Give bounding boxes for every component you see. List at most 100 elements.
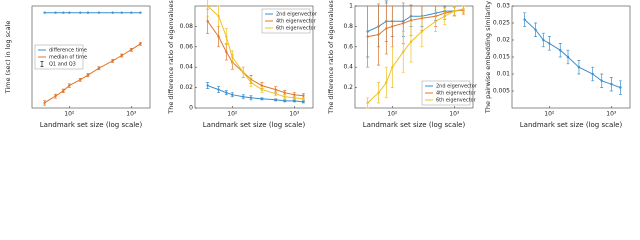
y-axis-label: The difference ratio of eigenvalues xyxy=(167,0,175,115)
y-tick-label: 0.005 xyxy=(493,88,510,95)
data-point xyxy=(54,94,57,98)
data-point xyxy=(366,101,369,105)
data-point xyxy=(391,25,394,28)
legend-label: difference time xyxy=(49,48,87,54)
plot-frame xyxy=(354,5,474,109)
data-point xyxy=(409,40,413,43)
data-point xyxy=(43,101,46,104)
x-tick-label: 10² xyxy=(64,111,75,118)
x-axis-label: Landmark set size (log scale) xyxy=(203,121,306,129)
data-point xyxy=(79,11,82,14)
data-point xyxy=(242,71,245,74)
data-point xyxy=(610,83,613,86)
data-point xyxy=(139,11,142,14)
data-point xyxy=(231,55,234,59)
data-point xyxy=(260,84,264,87)
data-point xyxy=(242,95,245,98)
data-point xyxy=(86,11,90,14)
data-point xyxy=(139,42,142,46)
data-point xyxy=(302,97,305,101)
y-tick-label: 0.4 xyxy=(343,64,353,71)
data-point xyxy=(293,99,296,103)
y-tick-label: 0 xyxy=(189,105,193,112)
legend-label: 4th eigenvector xyxy=(436,91,477,97)
data-point xyxy=(206,84,209,87)
data-point xyxy=(600,79,603,83)
data-point xyxy=(249,81,253,84)
data-point xyxy=(97,11,101,14)
data-point xyxy=(434,20,437,23)
data-point xyxy=(534,28,537,31)
data-point xyxy=(130,11,133,14)
plot-frame xyxy=(31,5,151,109)
y-tick-label: 1 xyxy=(349,3,353,10)
data-point xyxy=(79,78,82,81)
figure: 10² 10³ Landmark set size (log scale) Time … xyxy=(4,0,631,129)
legend-label: 4th eigenvector xyxy=(276,19,317,25)
x-tick-label: 10³ xyxy=(289,111,300,118)
data-point xyxy=(206,20,209,23)
y-tick-label: 0.03 xyxy=(497,3,511,10)
y-tick-label: 0.08 xyxy=(180,23,194,30)
data-point xyxy=(225,35,228,38)
data-point xyxy=(283,91,286,94)
data-point xyxy=(293,96,296,100)
series-line xyxy=(524,19,621,89)
data-point xyxy=(523,18,526,21)
data-point xyxy=(217,88,220,91)
data-point xyxy=(217,15,220,18)
data-point xyxy=(402,50,405,54)
x-axis-label: Landmark set size (log scale) xyxy=(363,121,466,129)
plot-frame xyxy=(194,5,314,109)
data-point xyxy=(402,22,405,25)
x-axis-label: Landmark set size (log scale) xyxy=(40,121,143,129)
data-point xyxy=(120,54,123,57)
data-point xyxy=(283,95,286,98)
y-tick-label: 0.01 xyxy=(497,71,511,78)
legend-label: 6th eigenvector xyxy=(276,26,317,32)
data-point xyxy=(591,72,594,76)
error-bar xyxy=(206,0,210,17)
data-point xyxy=(97,66,101,70)
data-point xyxy=(225,91,228,94)
y-axis-label: Time (sec) in log scale xyxy=(4,21,12,95)
y-tick-label: 0.2 xyxy=(343,84,353,91)
y-axis-label: The difference ratio of eigenvalues xyxy=(327,0,335,115)
data-point xyxy=(302,100,305,104)
data-point xyxy=(62,11,65,14)
y-tick-label: 0.06 xyxy=(180,43,194,50)
data-point xyxy=(577,66,581,69)
data-point xyxy=(559,49,562,52)
data-point xyxy=(206,4,209,8)
y-tick-label: 0.04 xyxy=(180,64,194,71)
y-tick-label: 0.02 xyxy=(497,37,511,44)
y-axis-label: The pairwise embedding similarity xyxy=(484,1,492,114)
legend-label: median of time xyxy=(49,55,87,61)
data-point xyxy=(409,19,413,22)
data-point xyxy=(619,86,622,89)
data-point xyxy=(231,93,234,96)
data-point xyxy=(420,30,424,33)
data-point xyxy=(274,88,277,91)
y-tick-label: 0.015 xyxy=(493,54,510,61)
data-point xyxy=(274,98,277,102)
plot-frame xyxy=(511,5,631,109)
x-tick-label: 10² xyxy=(227,111,238,118)
data-point xyxy=(43,11,46,14)
x-tick-label: 10³ xyxy=(449,111,460,118)
data-point xyxy=(548,42,551,45)
data-point xyxy=(283,99,286,103)
data-point xyxy=(260,97,264,101)
x-tick-label: 10² xyxy=(387,111,398,118)
data-point xyxy=(377,33,380,36)
data-point xyxy=(443,15,446,18)
legend-label: 2nd eigenvector xyxy=(436,84,478,90)
data-point xyxy=(111,59,114,62)
data-point xyxy=(462,7,465,11)
data-point xyxy=(111,11,114,14)
data-point xyxy=(62,89,65,92)
data-point xyxy=(366,35,369,38)
data-point xyxy=(130,48,133,51)
y-tick-label: 0.025 xyxy=(493,20,510,27)
data-point xyxy=(120,11,123,14)
